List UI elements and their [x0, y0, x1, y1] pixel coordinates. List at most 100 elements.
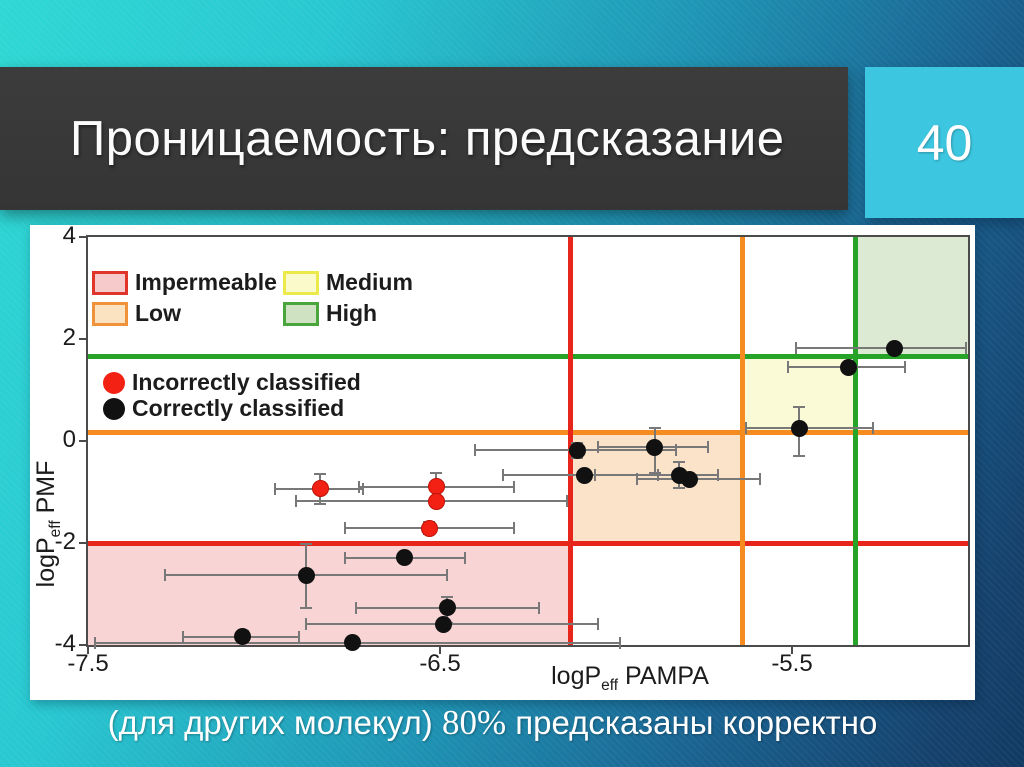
error-bar-h	[795, 347, 966, 350]
plot-frame	[86, 235, 970, 647]
error-bar-cap	[618, 636, 621, 649]
error-bar-cap	[343, 522, 346, 535]
error-bar-cap	[648, 427, 661, 430]
slide-caption: (для других молекул) 80% предсказаны кор…	[0, 703, 985, 743]
y-tick	[79, 236, 86, 238]
error-bar-cap	[305, 618, 308, 631]
legend-label: Incorrectly classified	[132, 369, 361, 395]
data-point-correct	[297, 566, 315, 584]
y-tick-label: -2	[54, 528, 76, 555]
error-bar-cap	[512, 480, 515, 493]
error-bar-cap	[430, 472, 443, 475]
error-bar-cap	[537, 601, 540, 614]
error-bar-h	[746, 427, 873, 430]
error-bar-cap	[94, 636, 97, 649]
region-impermeable	[88, 543, 571, 645]
error-bar-cap	[314, 503, 327, 506]
threshold-red-vertical	[567, 237, 573, 645]
region-high	[855, 237, 968, 357]
error-bar-cap	[745, 422, 748, 435]
error-bar-cap	[871, 422, 874, 435]
error-bar-cap	[446, 569, 449, 582]
error-bar-cap	[593, 469, 596, 482]
error-bar-cap	[673, 461, 686, 464]
threshold-red-horizontal	[88, 540, 968, 546]
error-bar-cap	[965, 342, 967, 355]
error-bar-cap	[463, 551, 466, 564]
data-point-correct	[885, 339, 903, 357]
data-point-correct	[646, 438, 664, 456]
slide-title-bar: Проницаемость: предсказание	[0, 67, 848, 210]
page-number: 40	[916, 114, 973, 171]
y-tick-label: 2	[62, 324, 76, 351]
error-bar-cap	[903, 361, 906, 374]
error-bar-cap	[182, 630, 185, 643]
scatter-plot: logPeff PAMPA logPeff PMF -7.5 -6.5 -5.5 4 2…	[30, 222, 975, 700]
error-bar-cap	[597, 441, 600, 454]
legend-region-high: High	[283, 300, 377, 327]
y-tick	[79, 440, 86, 442]
error-bar-cap	[361, 482, 364, 495]
y-tick	[79, 338, 86, 340]
black-dot-icon	[103, 397, 125, 420]
error-bar-cap	[706, 441, 709, 454]
data-point-incorrect	[420, 519, 438, 537]
caption-suffix: предсказаны корректно	[506, 704, 878, 741]
data-point-correct	[438, 599, 456, 617]
error-bar-cap	[164, 569, 167, 582]
legend-swatch-impermeable	[92, 270, 128, 295]
error-bar-h	[594, 474, 719, 477]
x-axis-label: logPeff PAMPA	[551, 662, 709, 694]
data-point-correct	[343, 634, 361, 652]
legend-region-medium: Medium	[283, 269, 413, 296]
data-point-incorrect	[311, 480, 329, 498]
y-tick-label: 0	[62, 426, 76, 453]
legend-marker-incorrectly-classified: Incorrectly classified	[103, 369, 361, 396]
legend-label: High	[326, 300, 378, 326]
data-point-correct	[839, 358, 857, 376]
y-tick	[79, 644, 86, 646]
y-tick-label: 4	[62, 222, 76, 249]
error-bar-cap	[673, 486, 686, 489]
error-bar-cap	[717, 469, 720, 482]
page-number-badge: 40	[865, 67, 1024, 218]
threshold-orange-horizontal	[88, 430, 968, 436]
legend-swatch-high	[283, 301, 319, 326]
threshold-green-vertical	[852, 237, 858, 645]
data-point-correct	[681, 470, 699, 488]
error-bar-cap	[648, 471, 661, 474]
error-bar-cap	[759, 473, 762, 486]
error-bar-h	[637, 478, 761, 481]
x-tick-label: -5.5	[771, 650, 813, 677]
error-bar-cap	[298, 630, 301, 643]
legend-label: Impermeable	[135, 269, 277, 295]
x-tick-label: -6.5	[419, 650, 461, 677]
error-bar-cap	[502, 469, 505, 482]
red-dot-icon	[103, 371, 125, 394]
caption-prefix: (для других молекул)	[107, 704, 442, 741]
error-bar-cap	[273, 482, 276, 495]
error-bar-cap	[512, 522, 515, 535]
legend-region-low: Low	[92, 300, 181, 327]
error-bar-cap	[793, 405, 806, 408]
error-bar-cap	[300, 607, 313, 610]
y-tick-label: -4	[54, 630, 76, 657]
error-bar-cap	[787, 361, 790, 374]
data-point-correct	[435, 615, 453, 633]
error-bar-cap	[636, 473, 639, 486]
error-bar-cap	[565, 495, 568, 508]
threshold-green-horizontal	[88, 354, 968, 360]
legend-label: Low	[135, 300, 181, 326]
data-point-correct	[790, 419, 808, 437]
legend-marker-correctly-classified: Correctly classified	[103, 395, 344, 422]
data-point-correct	[396, 549, 414, 567]
error-bar-cap	[794, 342, 797, 355]
legend-label: Correctly classified	[132, 395, 345, 421]
error-bar-cap	[314, 472, 327, 475]
chart-panel: logPeff PAMPA logPeff PMF -7.5 -6.5 -5.5 4 2…	[30, 222, 975, 700]
error-bar-cap	[354, 601, 357, 614]
x-tick	[87, 647, 89, 654]
error-bar-cap	[300, 542, 313, 545]
error-bar-cap	[343, 551, 346, 564]
data-point-correct	[568, 441, 586, 459]
